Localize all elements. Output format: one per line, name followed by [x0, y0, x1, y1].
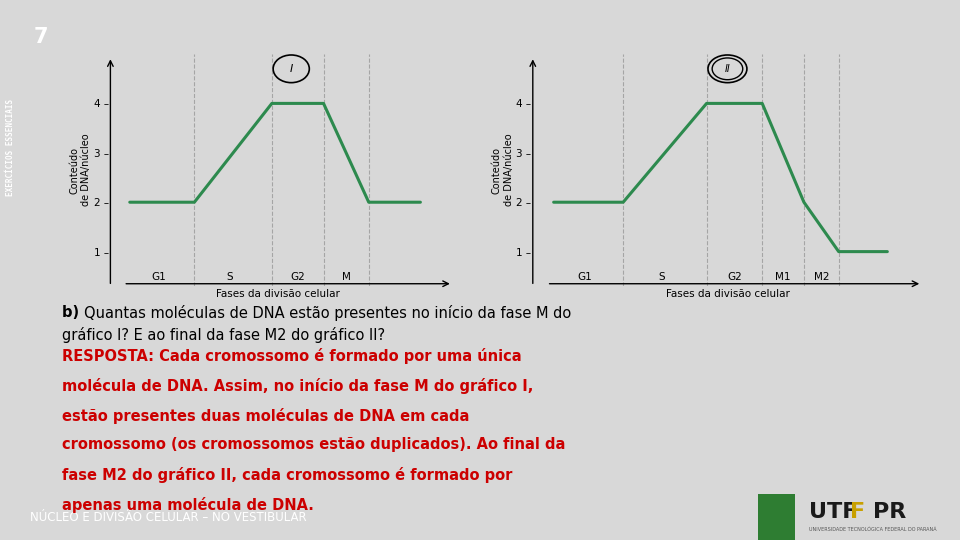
Y-axis label: Conteúdo
de DNA/núcleo: Conteúdo de DNA/núcleo — [492, 134, 514, 206]
Text: estão presentes duas moléculas de DNA em cada: estão presentes duas moléculas de DNA em… — [62, 408, 469, 424]
Text: S: S — [227, 272, 233, 282]
Text: G2: G2 — [727, 272, 742, 282]
Text: NÚCLEO E DIVISÃO CELULAR – NO VESTIBULAR: NÚCLEO E DIVISÃO CELULAR – NO VESTIBULAR — [31, 510, 307, 524]
Bar — [758, 494, 795, 540]
Text: Fases da divisão celular: Fases da divisão celular — [665, 288, 789, 299]
Text: b): b) — [62, 305, 84, 320]
Text: G2: G2 — [290, 272, 305, 282]
Text: apenas uma molécula de DNA.: apenas uma molécula de DNA. — [62, 497, 314, 513]
Text: gráfico I? E ao final da fase M2 do gráfico II?: gráfico I? E ao final da fase M2 do gráf… — [62, 327, 386, 343]
Text: Quantas moléculas de DNA estão presentes no início da fase M do: Quantas moléculas de DNA estão presentes… — [84, 305, 571, 321]
Text: G1: G1 — [152, 272, 166, 282]
Text: EXERCÍCIOS ESSENCIAIS: EXERCÍCIOS ESSENCIAIS — [6, 99, 15, 196]
Text: fase M2 do gráfico II, cada cromossomo é formado por: fase M2 do gráfico II, cada cromossomo é… — [62, 467, 513, 483]
Text: II: II — [725, 64, 731, 74]
Text: I: I — [290, 64, 293, 74]
Text: M1: M1 — [776, 272, 791, 282]
Text: PR: PR — [874, 502, 906, 522]
Text: 7: 7 — [34, 27, 49, 48]
Text: M2: M2 — [813, 272, 829, 282]
Text: M: M — [342, 272, 350, 282]
Y-axis label: Conteúdo
de DNA/núcleo: Conteúdo de DNA/núcleo — [69, 134, 91, 206]
Text: S: S — [659, 272, 664, 282]
Text: molécula de DNA. Assim, no início da fase M do gráfico I,: molécula de DNA. Assim, no início da fas… — [62, 378, 534, 394]
Text: UNIVERSIDADE TECNOLÓGICA FEDERAL DO PARANÁ: UNIVERSIDADE TECNOLÓGICA FEDERAL DO PARA… — [808, 528, 936, 532]
Text: UTF: UTF — [808, 502, 857, 522]
Text: Fases da divisão celular: Fases da divisão celular — [216, 288, 340, 299]
Text: G1: G1 — [578, 272, 592, 282]
Text: F: F — [851, 502, 865, 522]
Text: cromossomo (os cromossomos estão duplicados). Ao final da: cromossomo (os cromossomos estão duplica… — [62, 437, 565, 453]
Text: RESPOSTA: Cada cromossomo é formado por uma única: RESPOSTA: Cada cromossomo é formado por … — [62, 348, 522, 364]
